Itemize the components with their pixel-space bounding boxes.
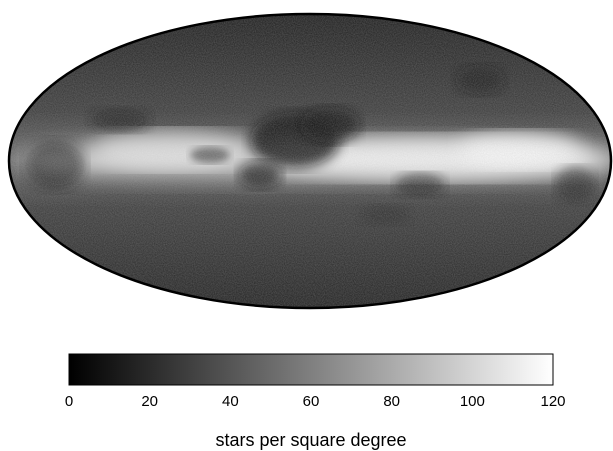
colorbar-tick-label: 20 [141, 393, 158, 410]
colorbar-tick-label: 80 [383, 393, 400, 410]
colorbar-tick-label: 40 [222, 393, 239, 410]
colorbar-tick-label: 120 [540, 393, 565, 410]
sky-map-outline [7, 12, 613, 310]
colorbar-gradient [68, 353, 554, 386]
colorbar-tick-label: 100 [460, 393, 485, 410]
colorbar-tick-label: 60 [303, 393, 320, 410]
colorbar-label: stars per square degree [215, 430, 406, 450]
sky-map-field [9, 14, 611, 308]
colorbar-tick-label: 0 [65, 393, 73, 410]
colorbar-ticks: 0 20 40 60 80 100 120 [65, 393, 566, 410]
